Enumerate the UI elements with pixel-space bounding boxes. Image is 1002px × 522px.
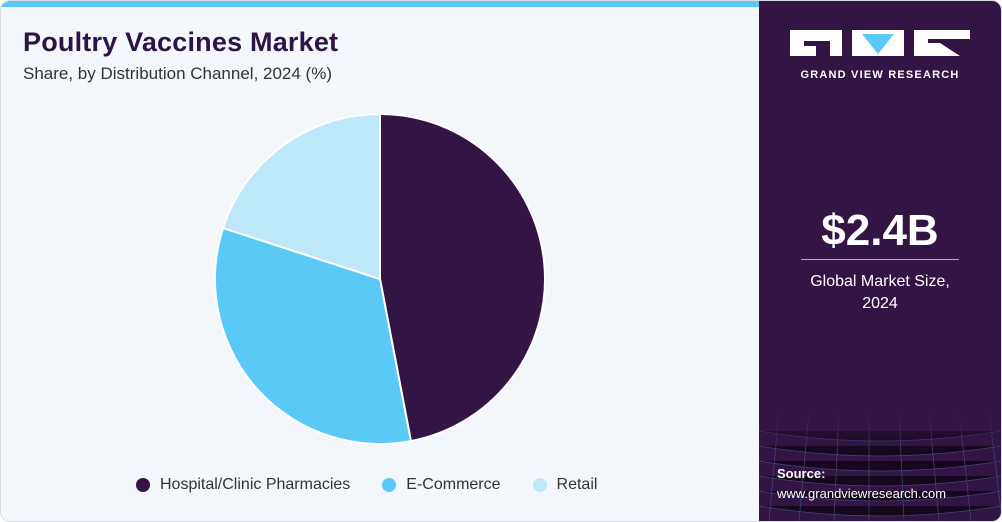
summary-sidebar: GRAND VIEW RESEARCH $2.4B Global Market … bbox=[759, 1, 1001, 521]
market-size-caption-line2: 2024 bbox=[862, 295, 898, 312]
legend-label-ecommerce: E-Commerce bbox=[406, 476, 501, 493]
chart-subtitle: Share, by Distribution Channel, 2024 (%) bbox=[23, 64, 332, 83]
top-accent-bar bbox=[1, 1, 759, 7]
market-size-divider bbox=[801, 259, 959, 260]
legend-item-retail: Retail bbox=[532, 476, 598, 494]
legend-swatch-hospital bbox=[136, 478, 150, 492]
market-size-caption-line1: Global Market Size, bbox=[810, 273, 950, 290]
grand-view-research-logo bbox=[790, 30, 970, 56]
pie-slice-retail bbox=[221, 112, 381, 281]
legend-item-hospital: Hospital/Clinic Pharmacies bbox=[136, 476, 350, 494]
pie-slice-hospital-clinic-pharmacies bbox=[379, 112, 546, 443]
legend-label-hospital: Hospital/Clinic Pharmacies bbox=[160, 476, 351, 493]
pie-slice-e-commerce bbox=[214, 226, 413, 445]
source-label: Source: bbox=[777, 466, 826, 481]
legend-item-ecommerce: E-Commerce bbox=[382, 476, 501, 494]
market-size-caption: Global Market Size, 2024 bbox=[759, 271, 1001, 315]
chart-panel: Poultry Vaccines Market Share, by Distri… bbox=[1, 1, 759, 521]
chart-title: Poultry Vaccines Market bbox=[23, 27, 339, 57]
chart-legend: Hospital/Clinic Pharmacies E-Commerce Re… bbox=[136, 473, 629, 497]
legend-swatch-ecommerce bbox=[382, 478, 397, 492]
legend-swatch-retail bbox=[532, 478, 547, 492]
source-url[interactable]: www.grandviewresearch.com bbox=[777, 486, 947, 501]
brand-name: GRAND VIEW RESEARCH bbox=[800, 69, 960, 81]
market-size-value: $2.4B bbox=[821, 206, 939, 255]
grid-background bbox=[759, 411, 1001, 521]
pie-chart bbox=[214, 112, 546, 445]
legend-label-retail: Retail bbox=[556, 476, 598, 493]
